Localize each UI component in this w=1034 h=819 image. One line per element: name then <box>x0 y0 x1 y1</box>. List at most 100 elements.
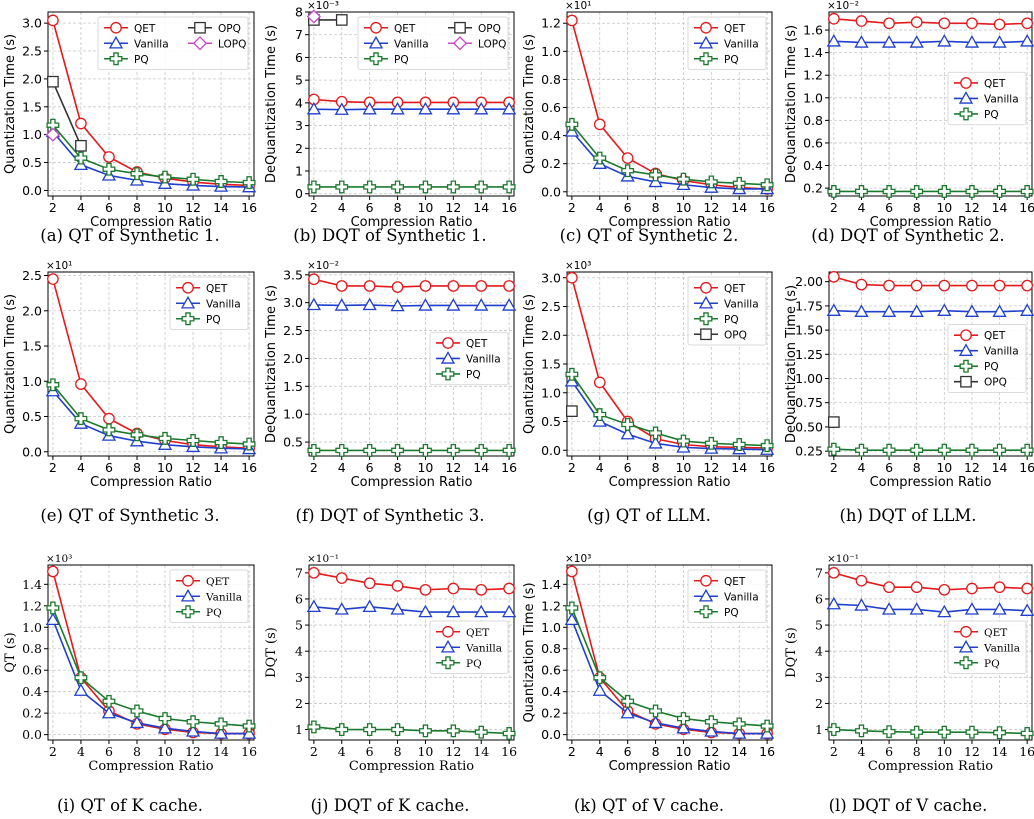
data-point-vanilla <box>964 35 980 48</box>
data-point-pq <box>391 180 405 194</box>
y-axis-label: DeQuantization Time (s) <box>784 285 799 443</box>
data-point-pq <box>46 378 60 392</box>
data-point-qet <box>855 574 868 587</box>
y-tick-label: 6 <box>295 591 303 606</box>
legend-marker-vanilla <box>440 351 456 364</box>
data-point-qet <box>1021 279 1034 292</box>
data-point-qet <box>966 17 978 30</box>
legend: QET Vanilla PQ OPQ LOPQ <box>97 16 249 70</box>
legend: QET Vanilla PQ <box>947 71 1027 126</box>
data-point-pq <box>565 601 579 615</box>
y-tick-label: 4 <box>295 644 303 659</box>
data-point-pq <box>418 724 432 738</box>
y-tick-label: 1.5 <box>22 339 42 354</box>
data-point-vanilla <box>73 683 89 696</box>
data-point-vanilla <box>909 304 924 317</box>
data-point-lopq <box>306 9 322 24</box>
data-point-vanilla <box>964 602 980 615</box>
y-tick-label: 0.4 <box>22 684 42 699</box>
data-point-vanilla <box>1020 603 1034 616</box>
legend-label-pq: PQ <box>394 54 409 66</box>
data-point-qet <box>475 280 488 292</box>
data-point-pq <box>937 185 951 198</box>
x-tick-label: 8 <box>652 460 660 475</box>
data-point-vanilla <box>620 705 635 719</box>
legend-marker-pq <box>959 359 973 373</box>
plot-frame <box>828 11 1033 197</box>
legend: QET Vanilla PQ <box>169 569 249 623</box>
x-tick-label: 4 <box>338 744 346 759</box>
data-point-qet <box>566 565 578 578</box>
data-point-pq <box>474 180 488 194</box>
x-tick-label: 6 <box>366 460 374 475</box>
data-point-vanilla <box>502 604 517 618</box>
legend-marker-vanilla <box>108 35 124 49</box>
x-axis-label: Compression Ratio <box>349 759 474 774</box>
y-tick-label: 1.6 <box>803 23 823 38</box>
data-point-pq <box>593 151 607 165</box>
y-axis-label: DQT (s) <box>784 627 799 678</box>
series-line-vanilla <box>833 603 1028 613</box>
data-point-vanilla <box>390 602 405 615</box>
legend-marker-vanilla <box>180 295 196 309</box>
y-tick-label: 6 <box>295 50 303 65</box>
y-tick-label: 3 <box>815 670 823 685</box>
chart-panel-a: 0.0 0.5 1.0 1.5 2.0 2.5 3.0 2 4 6 8 10 12 14 16 Compres… <box>3 11 257 230</box>
data-point-vanilla <box>881 602 897 615</box>
data-point-qet <box>503 280 515 292</box>
data-point-pq <box>704 436 718 450</box>
y-axis-label: DeQuantization Time (s) <box>784 25 799 183</box>
series-line-vanilla <box>313 304 510 307</box>
legend-label-vanilla: Vanilla <box>466 353 501 365</box>
legend-label-qet: QET <box>724 283 746 295</box>
y-tick-label: 1.4 <box>22 577 42 592</box>
data-point-pq <box>704 715 718 729</box>
data-point-pq <box>760 719 774 733</box>
data-point-vanilla <box>854 35 869 48</box>
y-tick-label: 0.2 <box>803 181 823 196</box>
data-point-opq <box>566 405 578 418</box>
x-axis-label: Compression Ratio <box>870 215 992 230</box>
data-point-vanilla <box>732 726 747 739</box>
data-point-pq <box>882 185 896 198</box>
legend-marker-qet <box>960 329 972 342</box>
axis-exponent: ×10⁻¹ <box>307 553 339 565</box>
legend-label-qet: QET <box>206 283 228 295</box>
data-point-pq <box>965 725 979 739</box>
x-tick-label: 16 <box>1019 744 1034 759</box>
legend-label-pq: PQ <box>984 658 1000 670</box>
x-tick-label: 10 <box>157 200 173 215</box>
data-point-qet <box>447 280 460 292</box>
legend-marker-opq <box>194 21 206 34</box>
legend-label-qet: QET <box>134 23 156 35</box>
y-tick-label: 0.75 <box>795 395 823 410</box>
data-point-pq <box>676 434 690 448</box>
data-point-vanilla <box>334 298 349 311</box>
data-point-vanilla <box>937 303 952 316</box>
data-point-qet <box>503 582 515 595</box>
y-tick-label: 0.4 <box>541 684 561 699</box>
data-point-pq <box>910 725 924 739</box>
y-tick-label: 4 <box>815 644 823 659</box>
data-point-pq <box>158 712 172 725</box>
x-tick-label: 6 <box>366 744 374 759</box>
legend-label-vanilla: Vanilla <box>394 38 429 50</box>
legend-label-pq: PQ <box>724 54 739 66</box>
y-tick-label: 3 <box>295 118 303 133</box>
x-tick-label: 4 <box>338 460 346 475</box>
y-tick-label: 0.6 <box>22 663 42 678</box>
x-tick-label: 8 <box>133 460 141 475</box>
data-point-qet <box>75 378 87 390</box>
y-tick-label: 7 <box>295 27 303 42</box>
y-tick-label: 0.6 <box>541 663 561 678</box>
y-tick-label: 1.5 <box>541 357 561 372</box>
x-tick-label: 8 <box>652 744 660 759</box>
data-point-pq <box>827 442 841 456</box>
y-tick-label: 4 <box>295 95 303 110</box>
x-tick-label: 6 <box>885 744 893 759</box>
x-axis-label: Compression Ratio <box>609 215 731 230</box>
data-point-qet <box>621 152 634 164</box>
data-point-vanilla <box>676 720 691 734</box>
